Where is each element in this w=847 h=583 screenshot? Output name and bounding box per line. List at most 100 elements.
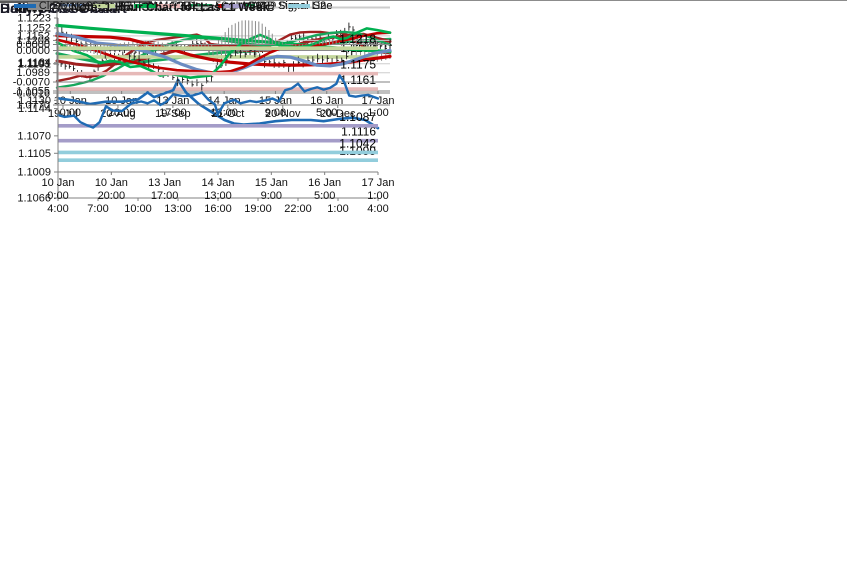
- svg-text:20:00: 20:00: [98, 190, 126, 202]
- x-axis-labels: 4:00 7:00 10:00 13:00 16:00 19:00 22:00 1:00 4:0…: [47, 198, 389, 215]
- series-macd-signal-line: [55, 31, 392, 74]
- svg-text:10 Jan: 10 Jan: [95, 177, 128, 189]
- level-label-s1: 1.1087: [339, 110, 376, 124]
- legend-item-50-day: 50 Day: [147, 0, 207, 12]
- 50-hrs-ma-legend-swatch: [190, 4, 213, 8]
- svg-text:13 Jan: 13 Jan: [148, 177, 181, 189]
- svg-text:4:00: 4:00: [367, 203, 388, 215]
- svg-text:1.1184: 1.1184: [18, 57, 51, 69]
- 50-day-legend-swatch: [147, 4, 169, 8]
- svg-text:1.1208: 1.1208: [16, 35, 50, 47]
- legend-label: S2: [312, 0, 327, 12]
- svg-text:9:00: 9:00: [261, 190, 282, 202]
- macd-legend-swatch: [134, 4, 157, 8]
- level-label-s1: 1.1116: [341, 125, 376, 139]
- series-close: [56, 78, 380, 130]
- svg-text:1.1152: 1.1152: [17, 30, 50, 42]
- level-label-s2: 1.1042: [339, 136, 376, 150]
- svg-text:10 Jan: 10 Jan: [41, 177, 74, 189]
- legend-label: S1: [248, 0, 262, 12]
- legend-label: S2: [312, 0, 327, 12]
- divergence-legend-swatch: [27, 2, 50, 10]
- svg-text:19:00: 19:00: [244, 203, 272, 215]
- y-axis-labels: 1.1252 1.1191 1.1130 1.1070 1.1009: [17, 23, 58, 179]
- legend-label: R2: [118, 0, 133, 12]
- svg-text:1:00: 1:00: [367, 190, 388, 202]
- level-label-r1: 1.1175: [340, 58, 376, 72]
- svg-text:1.1191: 1.1191: [18, 59, 51, 71]
- svg-text:16:00: 16:00: [204, 203, 232, 215]
- legend-label: MACD Signal Line: [242, 0, 333, 12]
- svg-text:1.1223: 1.1223: [17, 13, 51, 25]
- svg-text:1:00: 1:00: [327, 203, 348, 215]
- level-label-r2: 1.1218: [339, 32, 376, 46]
- s1-legend-swatch: [223, 4, 246, 8]
- svg-text:22:00: 22:00: [284, 203, 312, 215]
- svg-text:13:00: 13:00: [204, 190, 232, 202]
- x-axis-labels: 19-Jul 20-Aug 19-Sep 21-Oct 20-Nov 20-Dec: [48, 105, 356, 120]
- svg-text:0.0000: 0.0000: [16, 45, 50, 57]
- legend-label: R2: [118, 0, 133, 12]
- svg-text:7:00: 7:00: [87, 203, 108, 215]
- legend-item-divergence: Divergence: [27, 0, 109, 12]
- svg-text:1.1105: 1.1105: [18, 148, 51, 160]
- svg-text:17 Jan: 17 Jan: [361, 177, 394, 189]
- svg-text:4:00: 4:00: [47, 203, 68, 215]
- svg-text:20-Nov: 20-Nov: [265, 108, 301, 120]
- svg-text:17:00: 17:00: [151, 190, 179, 202]
- svg-text:1.1066: 1.1066: [17, 193, 51, 205]
- svg-text:1.1103: 1.1103: [17, 58, 50, 70]
- y-axis-labels: 1.1223 1.1184 1.1144 1.1105 1.1066: [17, 13, 58, 205]
- svg-text:0.0000: 0.0000: [16, 39, 50, 51]
- svg-text:20-Dec: 20-Dec: [320, 108, 356, 120]
- svg-text:1.0989: 1.0989: [16, 67, 50, 79]
- legend-item-s1: S1: [223, 0, 262, 12]
- svg-text:5:00: 5:00: [316, 107, 337, 119]
- top-accent-bar: [0, 0, 152, 3]
- svg-text:16 Jan: 16 Jan: [310, 95, 343, 107]
- close-legend-swatch: [13, 4, 36, 8]
- series-close: [56, 74, 380, 129]
- svg-text:5:00: 5:00: [314, 190, 335, 202]
- series-macd-signal-line: [55, 30, 392, 89]
- bottom-divider: [0, 0, 847, 1]
- legend-label: R1: [183, 0, 198, 12]
- legend-label: 50 Day: [172, 0, 207, 12]
- r2-legend-swatch: [93, 4, 116, 8]
- level-label-r1: 1.1161: [340, 73, 376, 87]
- svg-text:17:00: 17:00: [159, 107, 187, 119]
- svg-text:1.1144: 1.1144: [18, 103, 51, 115]
- legend-label: Divergence: [52, 0, 109, 12]
- legend-item-r2: R2: [93, 0, 132, 12]
- svg-text:9:00: 9:00: [265, 107, 286, 119]
- svg-text:16 Jan: 16 Jan: [308, 177, 341, 189]
- legend-label: R1: [183, 0, 198, 12]
- svg-text:17 Jan: 17 Jan: [361, 95, 394, 107]
- r1-legend-swatch: [158, 4, 181, 8]
- legend-label: S1: [248, 0, 262, 12]
- svg-text:0:00: 0:00: [47, 190, 68, 202]
- legend-item-r1: R1: [158, 0, 197, 12]
- svg-text:13:00: 13:00: [164, 203, 192, 215]
- svg-text:1.1009: 1.1009: [17, 167, 51, 179]
- svg-text:-0.0016: -0.0016: [13, 88, 50, 99]
- svg-text:1.1070: 1.1070: [17, 130, 51, 142]
- svg-text:10:00: 10:00: [124, 203, 152, 215]
- svg-text:20-Aug: 20-Aug: [100, 108, 135, 120]
- legend-label: 200 Day: [257, 0, 299, 12]
- legend-label: MACD Signal Line: [242, 0, 333, 12]
- svg-text:15 Jan: 15 Jan: [255, 177, 288, 189]
- legend-item-s2: S2: [287, 0, 327, 12]
- svg-text:1:00: 1:00: [367, 107, 388, 119]
- daily-note: Note: 1 Hour Chart for Last 1 Week: [70, 0, 270, 14]
- svg-text:14 Jan: 14 Jan: [201, 177, 234, 189]
- svg-text:-0.0070: -0.0070: [13, 77, 50, 89]
- daily-pivot-legend: Close R2 R1 S1 S2: [0, 0, 340, 12]
- legend-item-close: Close: [13, 0, 67, 12]
- s2-legend-swatch: [287, 4, 310, 8]
- svg-text:1.0770: 1.0770: [16, 100, 50, 112]
- svg-text:19-Sep: 19-Sep: [155, 108, 190, 120]
